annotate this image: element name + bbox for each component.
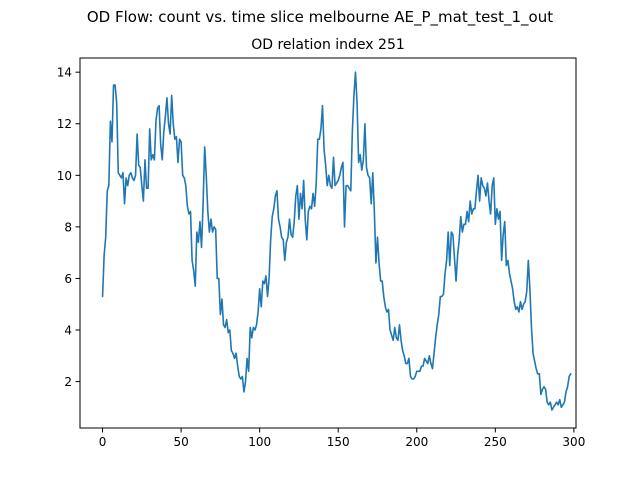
- y-tick-label: 2: [64, 375, 72, 389]
- axes-frame: [79, 57, 577, 429]
- y-tick-label: 8: [64, 220, 72, 234]
- chart-title: OD relation index 251: [251, 37, 405, 53]
- y-tick-label: 6: [64, 272, 72, 286]
- series-line: [101, 71, 572, 411]
- x-tick-label: 0: [99, 435, 107, 449]
- x-tick-label: 300: [562, 435, 585, 449]
- x-tick-label: 150: [327, 435, 350, 449]
- x-tick-label: 250: [484, 435, 507, 449]
- x-axis: 0 50 100 150 200 250 300: [99, 428, 585, 449]
- series-layer: [101, 71, 572, 411]
- plot-area: 0 50 100 150 200 250 300 2 4 6 8 10 12 14: [57, 57, 585, 449]
- y-tick-label: 14: [57, 66, 72, 80]
- x-tick-label: 100: [248, 435, 271, 449]
- y-tick-label: 10: [57, 169, 72, 183]
- x-tick-label: 200: [405, 435, 428, 449]
- y-tick-label: 4: [64, 324, 72, 338]
- x-tick-label: 50: [173, 435, 188, 449]
- y-axis: 2 4 6 8 10 12 14: [57, 66, 80, 389]
- y-tick-label: 12: [57, 117, 72, 131]
- chart-suptitle: OD Flow: count vs. time slice melbourne …: [87, 8, 553, 27]
